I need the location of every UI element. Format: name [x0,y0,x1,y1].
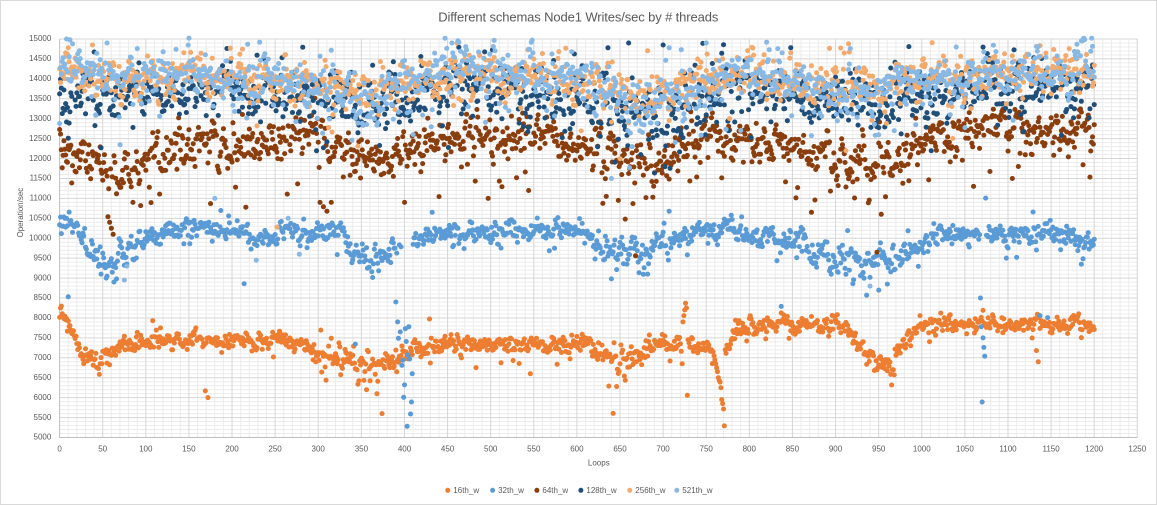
svg-text:1050: 1050 [956,444,974,453]
svg-text:9500: 9500 [34,253,52,262]
svg-text:6500: 6500 [34,373,52,382]
svg-text:1100: 1100 [999,444,1017,453]
svg-text:8500: 8500 [34,293,52,302]
svg-text:256th_w: 256th_w [635,486,665,495]
svg-text:700: 700 [656,444,670,453]
svg-text:9000: 9000 [34,273,52,282]
svg-text:6000: 6000 [34,393,52,402]
svg-text:64th_w: 64th_w [542,486,568,495]
svg-text:200: 200 [225,444,239,453]
svg-text:250: 250 [268,444,282,453]
svg-text:15000: 15000 [29,34,52,43]
svg-text:550: 550 [527,444,541,453]
svg-text:8000: 8000 [34,313,52,322]
svg-text:5500: 5500 [34,413,52,422]
svg-text:13500: 13500 [29,94,52,103]
svg-text:521th_w: 521th_w [682,486,712,495]
svg-text:400: 400 [398,444,412,453]
svg-text:150: 150 [182,444,196,453]
svg-text:13000: 13000 [29,114,52,123]
svg-text:Loops: Loops [588,459,610,468]
svg-text:1000: 1000 [913,444,931,453]
svg-text:800: 800 [743,444,757,453]
svg-text:14500: 14500 [29,54,52,63]
svg-text:16th_w: 16th_w [453,486,479,495]
svg-text:1200: 1200 [1085,444,1103,453]
svg-text:12500: 12500 [29,134,52,143]
svg-text:10500: 10500 [29,214,52,223]
svg-text:32th_w: 32th_w [498,486,524,495]
svg-text:12000: 12000 [29,154,52,163]
svg-text:1150: 1150 [1042,444,1060,453]
svg-text:7000: 7000 [34,353,52,362]
svg-text:Different schemas Node1 Writes: Different schemas Node1 Writes/sec by # … [438,9,719,24]
svg-text:Operation/sec: Operation/sec [16,188,25,238]
svg-text:100: 100 [139,444,153,453]
svg-text:750: 750 [700,444,714,453]
svg-text:500: 500 [484,444,498,453]
svg-text:11500: 11500 [30,174,52,183]
svg-text:600: 600 [570,444,584,453]
svg-text:0: 0 [57,444,62,453]
svg-text:5000: 5000 [34,433,52,442]
svg-text:50: 50 [98,444,107,453]
svg-text:10000: 10000 [29,234,52,243]
svg-text:14000: 14000 [29,74,52,83]
svg-text:7500: 7500 [34,333,52,342]
svg-text:1250: 1250 [1128,444,1146,453]
svg-text:650: 650 [613,444,627,453]
svg-text:350: 350 [355,444,369,453]
svg-text:850: 850 [786,444,800,453]
svg-text:450: 450 [441,444,455,453]
svg-text:11000: 11000 [30,194,52,203]
svg-text:128th_w: 128th_w [586,486,616,495]
svg-text:950: 950 [872,444,886,453]
svg-text:300: 300 [312,444,326,453]
svg-text:900: 900 [829,444,843,453]
